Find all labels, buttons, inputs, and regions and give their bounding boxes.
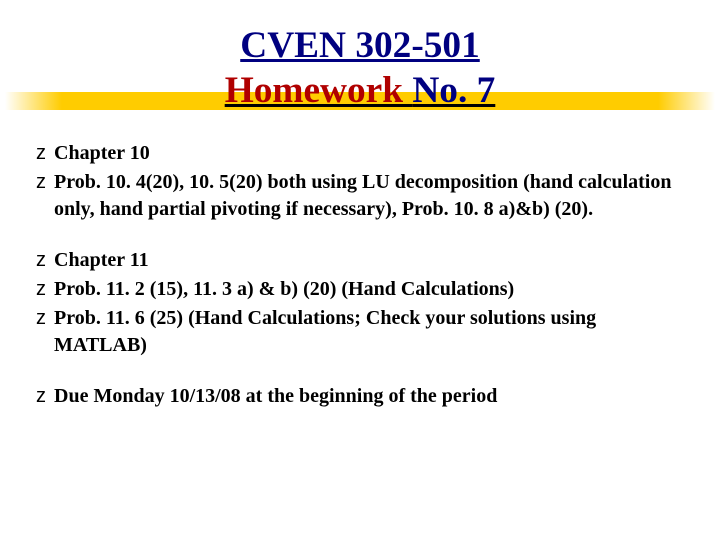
bullet-text: Chapter 10	[54, 140, 684, 167]
list-item: z Due Monday 10/13/08 at the beginning o…	[36, 383, 684, 410]
title-homework-word: Homework	[225, 70, 413, 111]
section-chapter-10: z Chapter 10 z Prob. 10. 4(20), 10. 5(20…	[36, 140, 684, 223]
title-course: CVEN 302-501	[240, 24, 480, 67]
list-item: z Chapter 11	[36, 247, 684, 274]
title-subtitle: Homework No. 7	[225, 70, 496, 111]
title-subtitle-wrap: Homework No. 7	[225, 69, 496, 112]
bullet-icon: z	[36, 276, 46, 303]
bullet-text: Prob. 10. 4(20), 10. 5(20) both using LU…	[54, 169, 684, 223]
section-chapter-11: z Chapter 11 z Prob. 11. 2 (15), 11. 3 a…	[36, 247, 684, 359]
bullet-text: Chapter 11	[54, 247, 684, 274]
bullet-icon: z	[36, 169, 46, 196]
bullet-text: Prob. 11. 2 (15), 11. 3 a) & b) (20) (Ha…	[54, 276, 684, 303]
due-text: Due Monday 10/13/08 at the beginning of …	[54, 383, 684, 410]
bullet-icon: z	[36, 305, 46, 332]
list-item: z Chapter 10	[36, 140, 684, 167]
bullet-icon: z	[36, 247, 46, 274]
section-due: z Due Monday 10/13/08 at the beginning o…	[36, 383, 684, 410]
title-number: No. 7	[412, 70, 495, 111]
list-item: z Prob. 10. 4(20), 10. 5(20) both using …	[36, 169, 684, 223]
list-item: z Prob. 11. 2 (15), 11. 3 a) & b) (20) (…	[36, 276, 684, 303]
title-block: CVEN 302-501 Homework No. 7	[36, 24, 684, 112]
bullet-icon: z	[36, 140, 46, 167]
list-item: z Prob. 11. 6 (25) (Hand Calculations; C…	[36, 305, 684, 359]
bullet-text: Prob. 11. 6 (25) (Hand Calculations; Che…	[54, 305, 684, 359]
bullet-icon: z	[36, 383, 46, 410]
